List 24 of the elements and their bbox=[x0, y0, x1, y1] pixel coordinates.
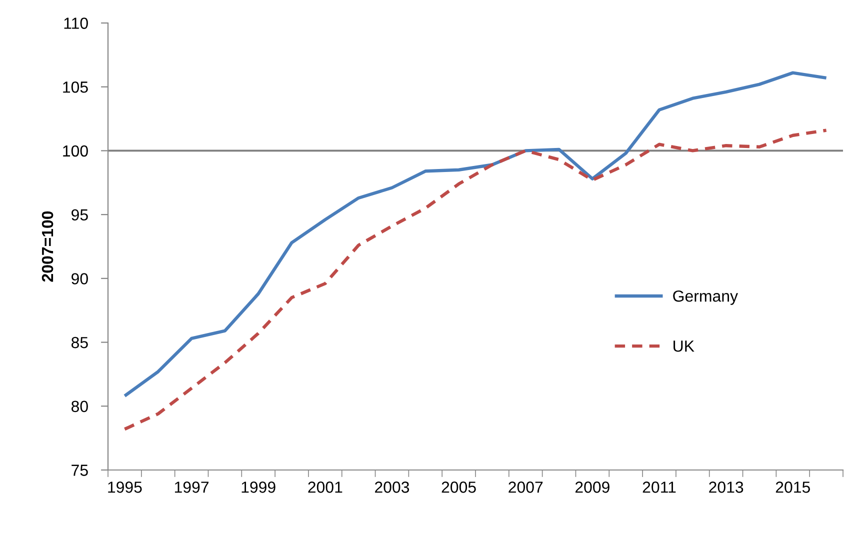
x-tick-label: 1999 bbox=[242, 482, 276, 493]
legend-label: Germany bbox=[673, 290, 738, 305]
x-tick-label: 2013 bbox=[709, 482, 744, 493]
x-tick-label: 2007 bbox=[508, 482, 543, 493]
x-tick-label: 2005 bbox=[442, 482, 476, 493]
y-tick-label: 80 bbox=[71, 400, 88, 412]
y-tick-label: 90 bbox=[72, 273, 88, 284]
x-tick-label: 2015 bbox=[776, 482, 810, 493]
x-tick-label: 2001 bbox=[308, 482, 342, 493]
legend-label: UK bbox=[674, 340, 694, 352]
y-tick-label: 85 bbox=[71, 336, 88, 348]
x-tick-label: 2003 bbox=[375, 482, 410, 493]
x-tick-label: 1997 bbox=[174, 482, 208, 493]
y-axis-title: 2007=100 bbox=[42, 211, 54, 282]
y-tick-label: 105 bbox=[63, 81, 88, 93]
x-tick-label: 2011 bbox=[642, 482, 676, 493]
line-series bbox=[123, 71, 828, 398]
x-tick-label: 1995 bbox=[108, 482, 142, 493]
line-series bbox=[123, 128, 828, 431]
y-tick-label: 110 bbox=[64, 18, 88, 29]
x-tick-label: 2009 bbox=[575, 482, 610, 493]
y-tick-label: 95 bbox=[72, 209, 88, 221]
y-tick-label: 100 bbox=[63, 145, 88, 157]
y-tick-label: 75 bbox=[72, 464, 88, 476]
